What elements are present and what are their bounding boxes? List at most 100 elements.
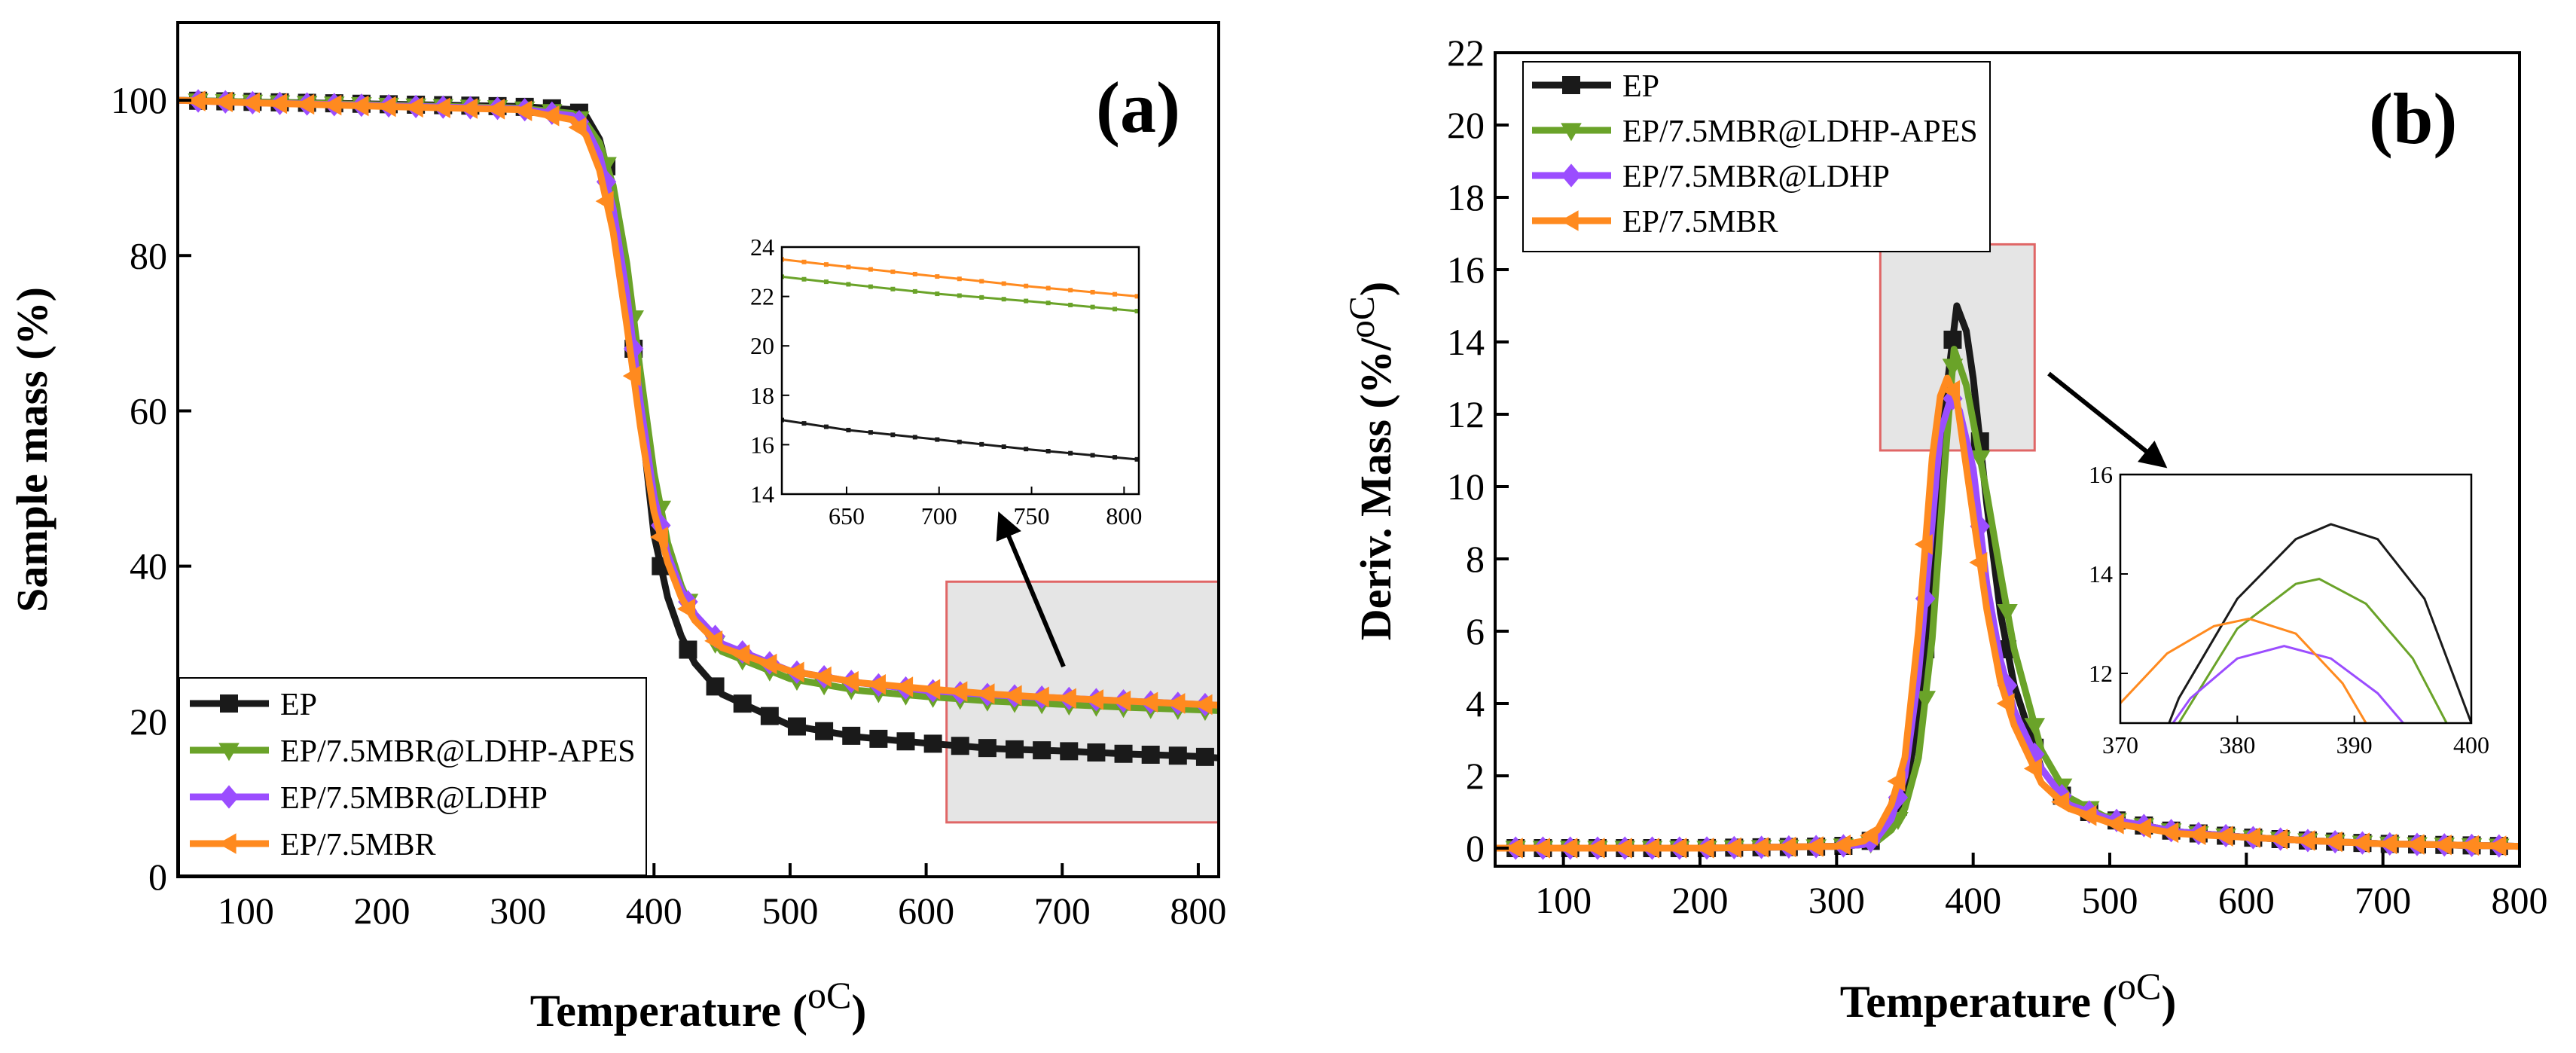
panel-a-plot-frame [176, 21, 1220, 878]
b-x-tick-label: 300 [1808, 879, 1865, 921]
a-legend-label-ep-7-5mbr-ldhp-apes: EP/7.5MBR@LDHP-APES [280, 734, 636, 769]
a-marker-ep [760, 707, 779, 725]
b-legend-label-ep-7-5mbr-ldhp-apes: EP/7.5MBR@LDHP-APES [1622, 114, 1978, 149]
b-marker-ep-7-5mbr-ldhp-apes [1942, 359, 1964, 377]
a-legend-marker-ep-7-5mbr-ldhp-apes [218, 743, 240, 762]
a-marker-ep-7-5mbr [1003, 685, 1022, 707]
a-inset-marker-ep-7-5mbr [1024, 283, 1029, 288]
a-marker-ep [733, 694, 752, 713]
b-marker-ep-7-5mbr [1723, 837, 1741, 859]
a-inset-marker-ep [1068, 450, 1073, 456]
b-marker-ep-7-5mbr [1586, 838, 1605, 859]
a-marker-ep-7-5mbr [1140, 691, 1158, 713]
a-inset-marker-ep-7-5mbr [846, 264, 851, 270]
a-inset-marker-ep-7-5mbr [1134, 294, 1139, 299]
b-x-tick-label: 200 [1672, 879, 1729, 921]
panel-a-x-axis-title: Temperature (oC) [530, 974, 867, 1036]
a-marker-ep-7-5mbr [459, 98, 478, 119]
a-marker-ep-7-5mbr [350, 95, 369, 117]
b-marker-ep-7-5mbr-ldhp-apes [1915, 691, 1936, 710]
a-legend-label-ep: EP [280, 688, 317, 722]
b-y-tick-label: 10 [1447, 465, 1485, 508]
b-legend-marker-ep-7-5mbr-ldhp [1561, 163, 1582, 188]
b-marker-ep-7-5mbr [1805, 836, 1824, 857]
a-inset-marker-ep-7-5mbr-ldhp-apes [1068, 302, 1073, 307]
a-inset-marker-ep [1001, 444, 1006, 450]
a-marker-ep-7-5mbr [813, 666, 832, 688]
a-marker-ep-7-5mbr [214, 91, 233, 113]
chart-panel-a: 100 200 300 400 500 600 700 800 0 20 40 60 80 100 (a… [8, 21, 1226, 1036]
a-inset-x-tick-label: 800 [1106, 502, 1142, 530]
b-legend-label-ep-7-5mbr: EP/7.5MBR [1622, 205, 1778, 240]
panel-a-inset-pointer-arrow [996, 511, 1066, 668]
a-marker-ep [1141, 746, 1160, 765]
a-inset-marker-ep-7-5mbr-ldhp-apes [1045, 301, 1051, 306]
panel-a-inset-ticks: 650 700 750 800 14 16 18 20 22 24 [750, 233, 1142, 530]
a-inset-marker-ep-7-5mbr-ldhp-apes [782, 274, 784, 279]
a-inset-marker-ep [1024, 447, 1029, 452]
a-marker-ep-7-5mbr [867, 673, 886, 695]
b-marker-ep-7-5mbr [1860, 825, 1879, 846]
panel-b-inset-pointer-arrow [2047, 371, 2168, 469]
a-marker-ep-7-5mbr [649, 526, 668, 548]
b-marker-ep-7-5mbr [1532, 838, 1551, 859]
a-inset-marker-ep-7-5mbr-ldhp-apes [823, 279, 829, 285]
panel-a-legend: EP EP/7.5MBR@LDHP-APES EP/7.5MBR@LDHP EP/7.… [179, 677, 647, 876]
a-inset-marker-ep [801, 421, 807, 426]
b-marker-ep-7-5mbr [2433, 834, 2452, 856]
a-inset-marker-ep-7-5mbr [957, 276, 962, 282]
a-marker-ep-7-5mbr [704, 630, 723, 652]
b-inset-y-tick-label: 16 [2089, 461, 2113, 488]
a-marker-ep-7-5mbr [541, 105, 560, 127]
b-legend-label-ep-7-5mbr-ldhp: EP/7.5MBR@LDHP [1622, 160, 1890, 194]
panel-b-y-axis-title: Deriv. Mass (%/oC) [1342, 282, 1400, 640]
panel-a-inset-series [782, 257, 1139, 462]
a-marker-ep-7-5mbr [731, 644, 750, 665]
a-x-tick-label: 300 [490, 890, 546, 932]
a-inset-marker-ep [890, 432, 896, 438]
a-inset-x-tick-label: 650 [829, 502, 865, 530]
a-inset-marker-ep-7-5mbr [912, 271, 917, 276]
b-marker-ep-7-5mbr [2297, 830, 2315, 851]
panel-a-x-ticks: 100 200 300 400 500 600 700 800 [218, 863, 1226, 932]
a-inset-marker-ep-7-5mbr-ldhp-apes [801, 276, 807, 282]
a-y-tick-label: 40 [130, 545, 167, 588]
a-legend-label-ep-7-5mbr: EP/7.5MBR [280, 828, 436, 862]
b-marker-ep-7-5mbr-ldhp [1997, 673, 2018, 697]
a-marker-ep-7-5mbr [377, 96, 396, 118]
b-inset-y-tick-label: 14 [2089, 560, 2113, 588]
b-marker-ep-7-5mbr [1559, 838, 1578, 859]
a-marker-ep-7-5mbr [1030, 686, 1049, 708]
b-marker-ep-7-5mbr [2078, 805, 2097, 826]
a-y-tick-label: 100 [111, 79, 167, 121]
b-marker-ep-7-5mbr [2051, 792, 2070, 813]
panel-a-series-layer [177, 89, 1219, 766]
panel-a-y-ticks: 0 20 40 60 80 100 [111, 79, 191, 898]
panel-b-inset: 370 380 390 400 12 14 16 [2089, 461, 2489, 758]
b-marker-ep-7-5mbr [1504, 838, 1523, 859]
b-marker-ep [1943, 331, 1962, 349]
a-marker-ep [1168, 746, 1187, 765]
panel-b-inset-ticks: 370 380 390 400 12 14 16 [2089, 461, 2489, 758]
b-y-tick-label: 22 [1447, 32, 1485, 74]
a-marker-ep-7-5mbr [1194, 694, 1213, 716]
b-inset-line-ep-7-5mbr [2120, 617, 2367, 723]
b-marker-ep-7-5mbr [2214, 826, 2233, 847]
a-marker-ep [706, 677, 725, 696]
a-x-tick-label: 200 [353, 890, 410, 932]
a-marker-ep [896, 732, 915, 751]
b-x-tick-label: 500 [2082, 879, 2138, 921]
b-marker-ep-7-5mbr [2023, 758, 2042, 780]
a-inset-marker-ep-7-5mbr [890, 269, 896, 274]
b-inset-x-tick-label: 400 [2453, 731, 2489, 758]
b-inset-line-ep [2168, 523, 2471, 723]
a-marker-ep [869, 729, 888, 748]
a-marker-ep [978, 739, 997, 758]
b-y-tick-label: 18 [1447, 176, 1485, 218]
b-marker-ep-7-5mbr-ldhp [2025, 742, 2045, 766]
b-marker-ep-7-5mbr [2105, 813, 2124, 835]
a-legend-marker-ep-7-5mbr-ldhp [218, 785, 240, 809]
a-y-tick-label: 20 [130, 700, 167, 743]
a-inset-marker-ep-7-5mbr [1090, 289, 1095, 295]
a-marker-ep-7-5mbr [677, 598, 696, 620]
